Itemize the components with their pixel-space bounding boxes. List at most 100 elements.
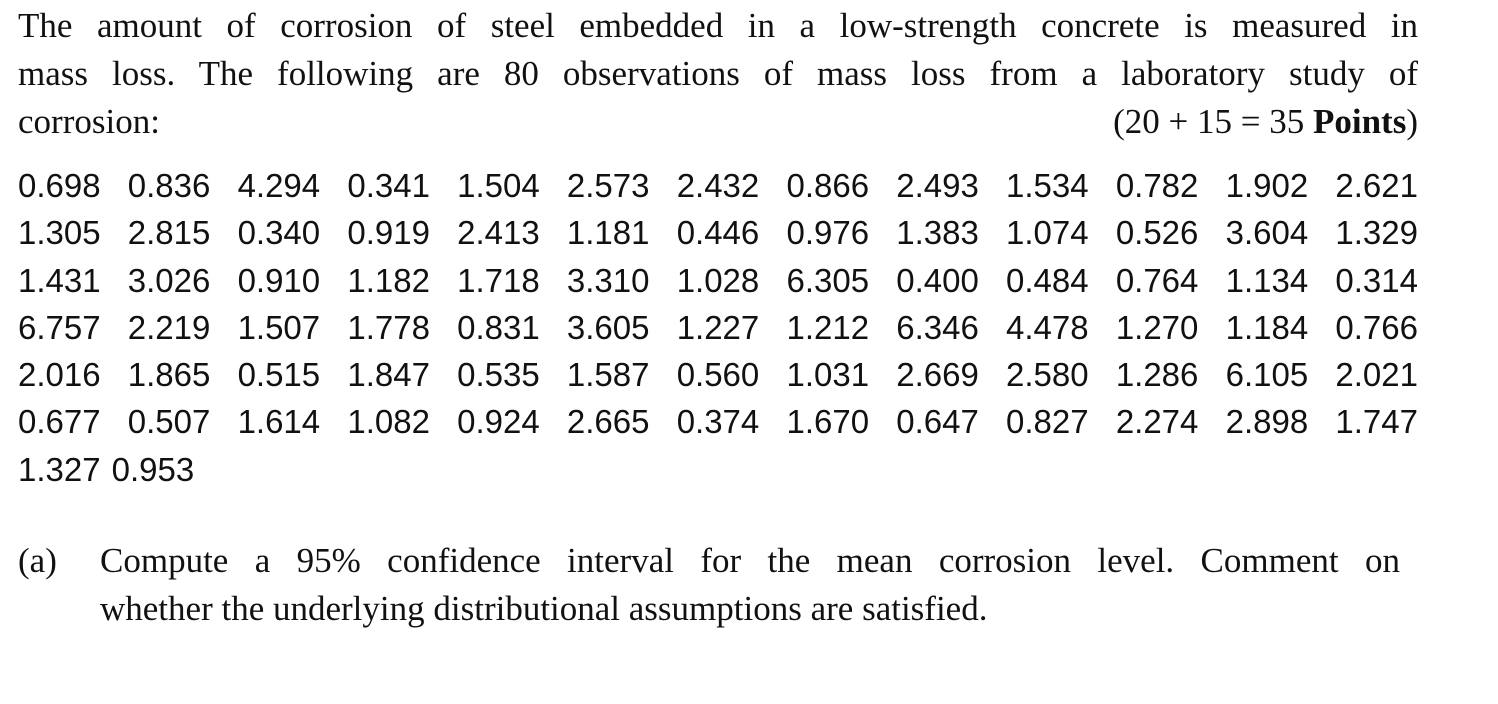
observation-value: 0.341 (347, 167, 430, 204)
observation-value: 2.021 (1335, 356, 1418, 394)
observation-value: 1.134 (1225, 261, 1309, 299)
observation-value: 1.778 (347, 308, 430, 346)
observation-value: 0.836 (127, 167, 211, 204)
observation-value: 1.182 (347, 261, 430, 299)
observation-value: 0.374 (676, 403, 760, 441)
observation-value: 1.327 (18, 450, 101, 488)
observation-value: 1.184 (1225, 308, 1309, 346)
observation-value: 1.507 (237, 308, 321, 346)
observation-value: 0.484 (1006, 261, 1089, 299)
observation-value: 0.910 (237, 261, 321, 299)
observation-value: 0.764 (1115, 261, 1199, 299)
observation-value: 0.340 (237, 214, 321, 252)
observation-value: 1.286 (1115, 356, 1199, 394)
observation-row: 1.305 2.815 0.340 0.919 2.413 1.181 0.446 0.976… (18, 209, 1418, 256)
observation-value: 1.431 (18, 261, 101, 299)
observation-value: 1.181 (566, 214, 650, 252)
observation-row: 1.431 3.026 0.910 1.182 1.718 3.310 1.028 6.305… (18, 257, 1418, 304)
observation-value: 2.898 (1225, 403, 1309, 441)
observation-value: 0.535 (457, 356, 540, 394)
observation-value: 0.924 (457, 403, 540, 441)
observation-value: 1.902 (1225, 167, 1309, 204)
question-a-line-2: whether the underlying distributional as… (100, 589, 988, 628)
observation-value: 2.573 (566, 167, 650, 204)
observation-value: 1.847 (347, 356, 430, 394)
statement-line-2: mass loss. The following are 80 observat… (18, 54, 1418, 93)
observation-row: 0.698 0.836 4.294 0.341 1.504 2.573 2.432 0.866… (18, 162, 1418, 209)
observation-value: 0.919 (347, 214, 430, 252)
observation-value: 1.865 (127, 356, 211, 394)
observation-value: 1.747 (1335, 403, 1418, 441)
observation-value: 6.305 (786, 261, 870, 299)
observation-value: 1.504 (457, 167, 540, 204)
observation-row: 1.327 0.953 (18, 446, 1418, 493)
observation-value: 0.976 (786, 214, 870, 252)
observation-value: 2.016 (18, 356, 101, 394)
observation-value: 0.827 (1006, 403, 1089, 441)
observation-value: 1.670 (786, 403, 870, 441)
observation-value: 1.074 (1006, 214, 1089, 252)
observation-value: 0.766 (1335, 308, 1418, 346)
observation-value: 6.105 (1225, 356, 1309, 394)
observation-value: 2.413 (457, 214, 540, 252)
points-prefix: (20 + 15 = 35 (1113, 102, 1313, 141)
observation-value: 2.219 (127, 308, 211, 346)
observation-value: 3.026 (127, 261, 211, 299)
statement-line-3: corrosion: (20 + 15 = 35 Points) (18, 98, 1418, 146)
observation-value: 3.605 (566, 308, 650, 346)
observation-value: 6.757 (18, 308, 101, 346)
points-label: (20 + 15 = 35 Points) (1113, 98, 1418, 146)
observation-value: 0.507 (127, 403, 211, 441)
problem-statement: The amount of corrosion of steel embedde… (18, 2, 1418, 146)
observation-value: 0.698 (18, 167, 101, 204)
statement-line-1: The amount of corrosion of steel embedde… (18, 6, 1418, 45)
observation-value: 1.028 (676, 261, 760, 299)
observation-value: 2.580 (1006, 356, 1089, 394)
observation-value: 4.478 (1006, 308, 1089, 346)
observation-value: 1.082 (347, 403, 430, 441)
observation-value: 0.526 (1115, 214, 1199, 252)
observation-value: 1.305 (18, 214, 101, 252)
observation-value: 0.677 (18, 403, 101, 441)
observation-value: 4.294 (237, 167, 321, 204)
observation-value: 2.493 (896, 167, 979, 204)
observation-value: 2.669 (896, 356, 979, 394)
observation-value: 1.227 (676, 308, 760, 346)
observation-value: 2.621 (1335, 167, 1418, 204)
observation-value: 0.953 (111, 450, 195, 488)
observation-value: 1.614 (237, 403, 321, 441)
observation-value: 0.515 (237, 356, 321, 394)
observation-value: 0.866 (786, 167, 870, 204)
observation-value: 0.831 (457, 308, 540, 346)
observation-value: 2.815 (127, 214, 211, 252)
points-bold: Points (1312, 102, 1407, 141)
observation-value: 0.400 (896, 261, 979, 299)
observation-value: 1.383 (896, 214, 979, 252)
observation-value: 3.604 (1225, 214, 1309, 252)
observation-value: 1.329 (1335, 214, 1418, 252)
observation-row: 6.757 2.219 1.507 1.778 0.831 3.605 1.227 1.212… (18, 304, 1418, 351)
points-suffix: ) (1406, 102, 1418, 141)
question-a-line-1: Compute a 95% confidence interval for th… (100, 541, 1400, 580)
observation-value: 0.314 (1335, 261, 1418, 299)
question-a: (a) Compute a 95% confidence interval fo… (18, 537, 1400, 633)
observation-row: 2.016 1.865 0.515 1.847 0.535 1.587 0.560 1.031… (18, 351, 1418, 398)
question-a-text: Compute a 95% confidence interval for th… (100, 537, 1400, 633)
observations-block: 0.698 0.836 4.294 0.341 1.504 2.573 2.432 0.866… (18, 162, 1418, 493)
observation-value: 2.665 (566, 403, 650, 441)
statement-line-3-text: corrosion: (18, 102, 160, 141)
observation-value: 3.310 (566, 261, 650, 299)
observation-value: 1.270 (1115, 308, 1199, 346)
observation-value: 1.031 (786, 356, 870, 394)
observation-value: 0.446 (676, 214, 760, 252)
observation-value: 2.432 (676, 167, 760, 204)
observation-value: 1.587 (566, 356, 650, 394)
question-a-label: (a) (18, 541, 57, 580)
observation-value: 0.560 (676, 356, 760, 394)
observation-value: 0.782 (1115, 167, 1199, 204)
observation-value: 0.647 (896, 403, 979, 441)
observation-value: 1.718 (457, 261, 540, 299)
observation-value: 1.212 (786, 308, 870, 346)
observation-value: 2.274 (1115, 403, 1199, 441)
observation-value: 1.534 (1006, 167, 1089, 204)
